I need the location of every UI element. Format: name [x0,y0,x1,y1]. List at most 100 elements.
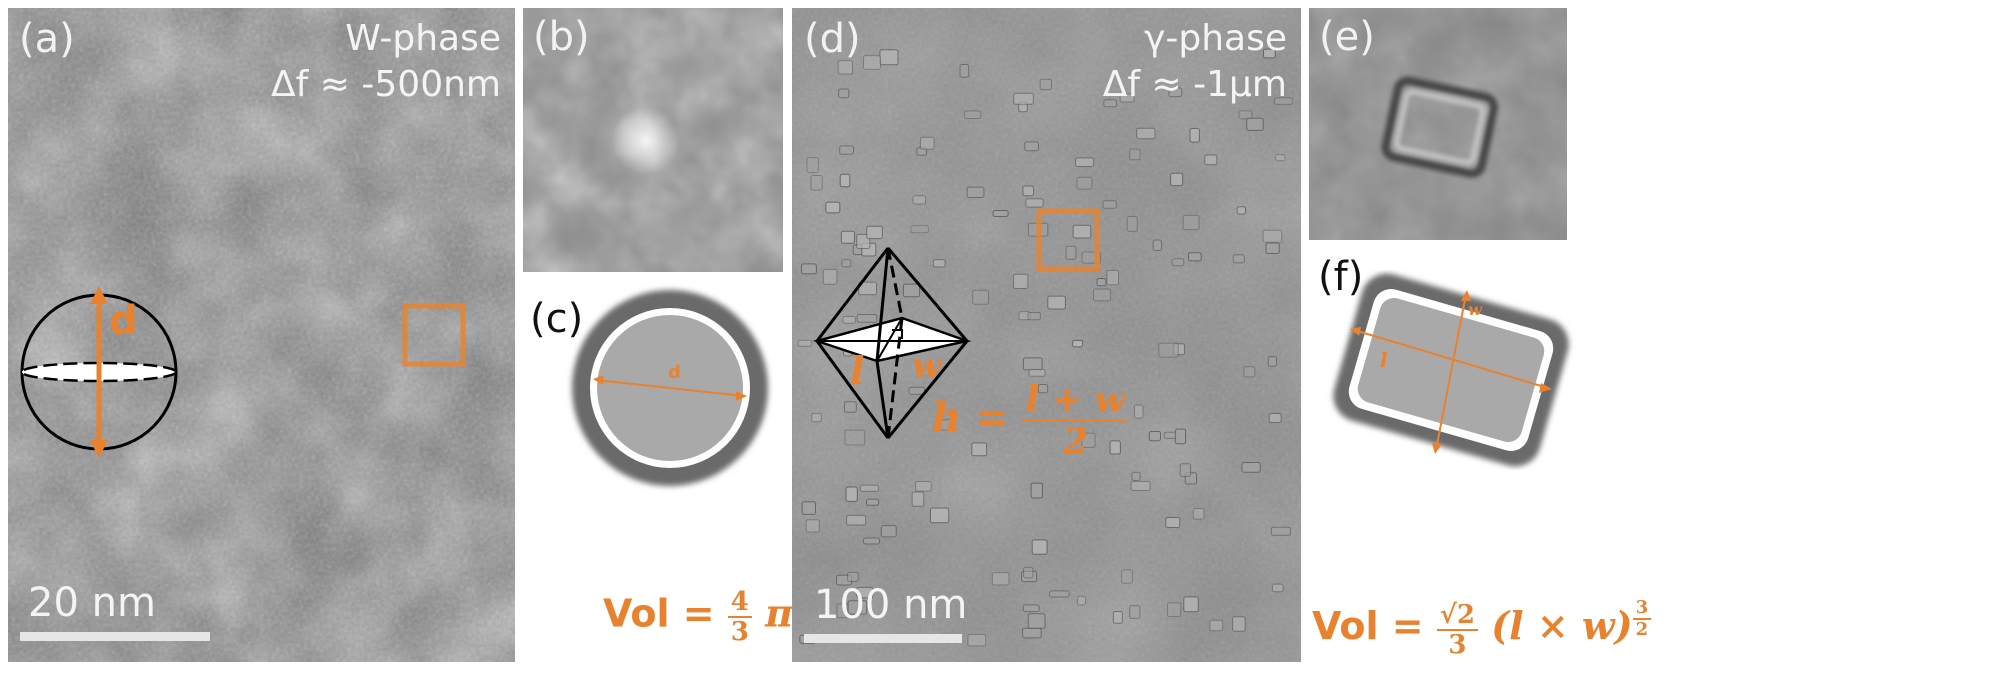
panel-c-label: (c) [530,296,584,342]
precipitate-particle [992,210,1009,217]
panel-f-label: (f) [1318,254,1364,300]
precipitate-particle [1236,206,1247,215]
precipitate-particle [1037,384,1049,394]
octahedron-schematic [812,247,972,439]
precipitate-particle [866,498,880,506]
precipitate-particle [838,88,850,99]
precipitate-particle [825,201,841,214]
precipitate-particle [1183,596,1199,613]
precipitate-particle [1022,604,1040,613]
precipitate-particle [1182,214,1200,231]
panel-e-label: (e) [1319,14,1375,60]
precipitate-particle [911,491,925,507]
precipitate-particle [859,484,880,492]
panel-d-scale-bar [804,634,962,643]
precipitate-particle [1246,117,1264,131]
precipitate-particle [1209,619,1224,632]
precipitate-particle [1031,539,1048,555]
precipitate-particle [841,259,852,268]
precipitate-particle [863,55,881,70]
precipitate-particle [966,186,985,199]
precipitate-particle [972,289,990,305]
precipitate-particle [1076,595,1087,606]
precipitate-particle [1130,480,1151,491]
precipitate-particle [866,225,883,240]
sphere-schematic [20,286,178,458]
precipitate-particle [1022,357,1043,371]
precipitate-particle [1129,148,1141,161]
precipitate-particle [915,481,932,492]
precipitate-particle [964,110,982,120]
precipitate-particle [847,600,868,615]
precipitate-particle [910,225,929,234]
precipitate-particle [930,507,950,524]
rect-frac-den: 3 [1448,629,1467,660]
precipitate-particle [797,339,813,347]
particle-marker-box [402,303,466,367]
precipitate-particle [1136,127,1156,140]
precipitate-particle [810,175,823,191]
precipitate-particle [1238,110,1253,120]
panel-e-micrograph: (e) [1309,8,1567,240]
precipitate-particle [1109,440,1121,455]
panel-b-label: (b) [533,14,590,60]
precipitate-particle [1102,200,1117,209]
precipitate-particle [932,259,946,268]
panel-a-info: W-phase Δf ≈ -500nm [271,16,501,108]
precipitate-particle [1030,482,1043,499]
sphere-pi: π [765,590,793,636]
precipitate-particle [806,157,819,174]
particle-marker-box [1036,208,1100,272]
precipitate-particle [1106,269,1119,286]
height-frac-den: 2 [1062,421,1088,463]
panel-a-image [8,8,515,662]
precipitate-particle [1168,87,1183,98]
precipitate-particle [1189,128,1200,143]
precipitate-particle [1170,172,1184,187]
panel-b-image [523,8,783,272]
precipitate-particle [1039,78,1053,91]
precipitate-particle [1093,288,1112,302]
precipitate-particle [801,501,816,515]
precipitate-particle [1028,368,1046,377]
precipitate-particle [1129,605,1141,619]
panel-a-phase: W-phase [345,18,501,59]
precipitate-particle [939,419,955,431]
precipitate-particle [919,136,935,150]
precipitate-particle [1027,312,1041,321]
panel-d-scale-text: 100 nm [814,582,968,628]
precipitate-particle [1192,508,1205,520]
precipitate-particle [844,429,866,446]
precipitate-particle [1271,583,1284,593]
precipitate-particle [856,314,878,323]
precipitate-particle [1148,431,1161,442]
precipitate-particle [1188,252,1202,262]
height-lhs: h = [932,394,1009,441]
precipitate-particle [1263,48,1276,59]
rect-w-label: w [1468,300,1482,319]
precipitate-particle [843,401,857,413]
sphere-frac-den: 3 [730,617,749,647]
precipitate-particle [1022,185,1035,197]
panel-a-scale-text: 20 nm [28,580,156,626]
precipitate-particle [1204,154,1218,166]
precipitate-particle [1152,239,1163,251]
precipitate-particle [822,268,838,285]
panel-a-scale-bar [20,632,210,641]
precipitate-particle [1158,342,1179,358]
panel-a-defocus: Δf ≈ -500nm [271,64,501,105]
precipitate-particle [845,486,858,502]
precipitate-particle [1267,356,1278,367]
precipitate-particle [856,586,874,599]
precipitate-particle [1274,97,1293,105]
precipitate-particle [1179,463,1192,477]
precipitate-particle [1174,428,1187,445]
precipitate-particle [1081,432,1096,448]
precipitate-particle [1065,245,1077,260]
panel-d-info: γ-phase Δf ≈ -1µm [1103,16,1287,108]
rect-l-label: l [1380,348,1388,372]
precipitate-particle [847,571,859,582]
precipitate-particle [880,525,897,538]
